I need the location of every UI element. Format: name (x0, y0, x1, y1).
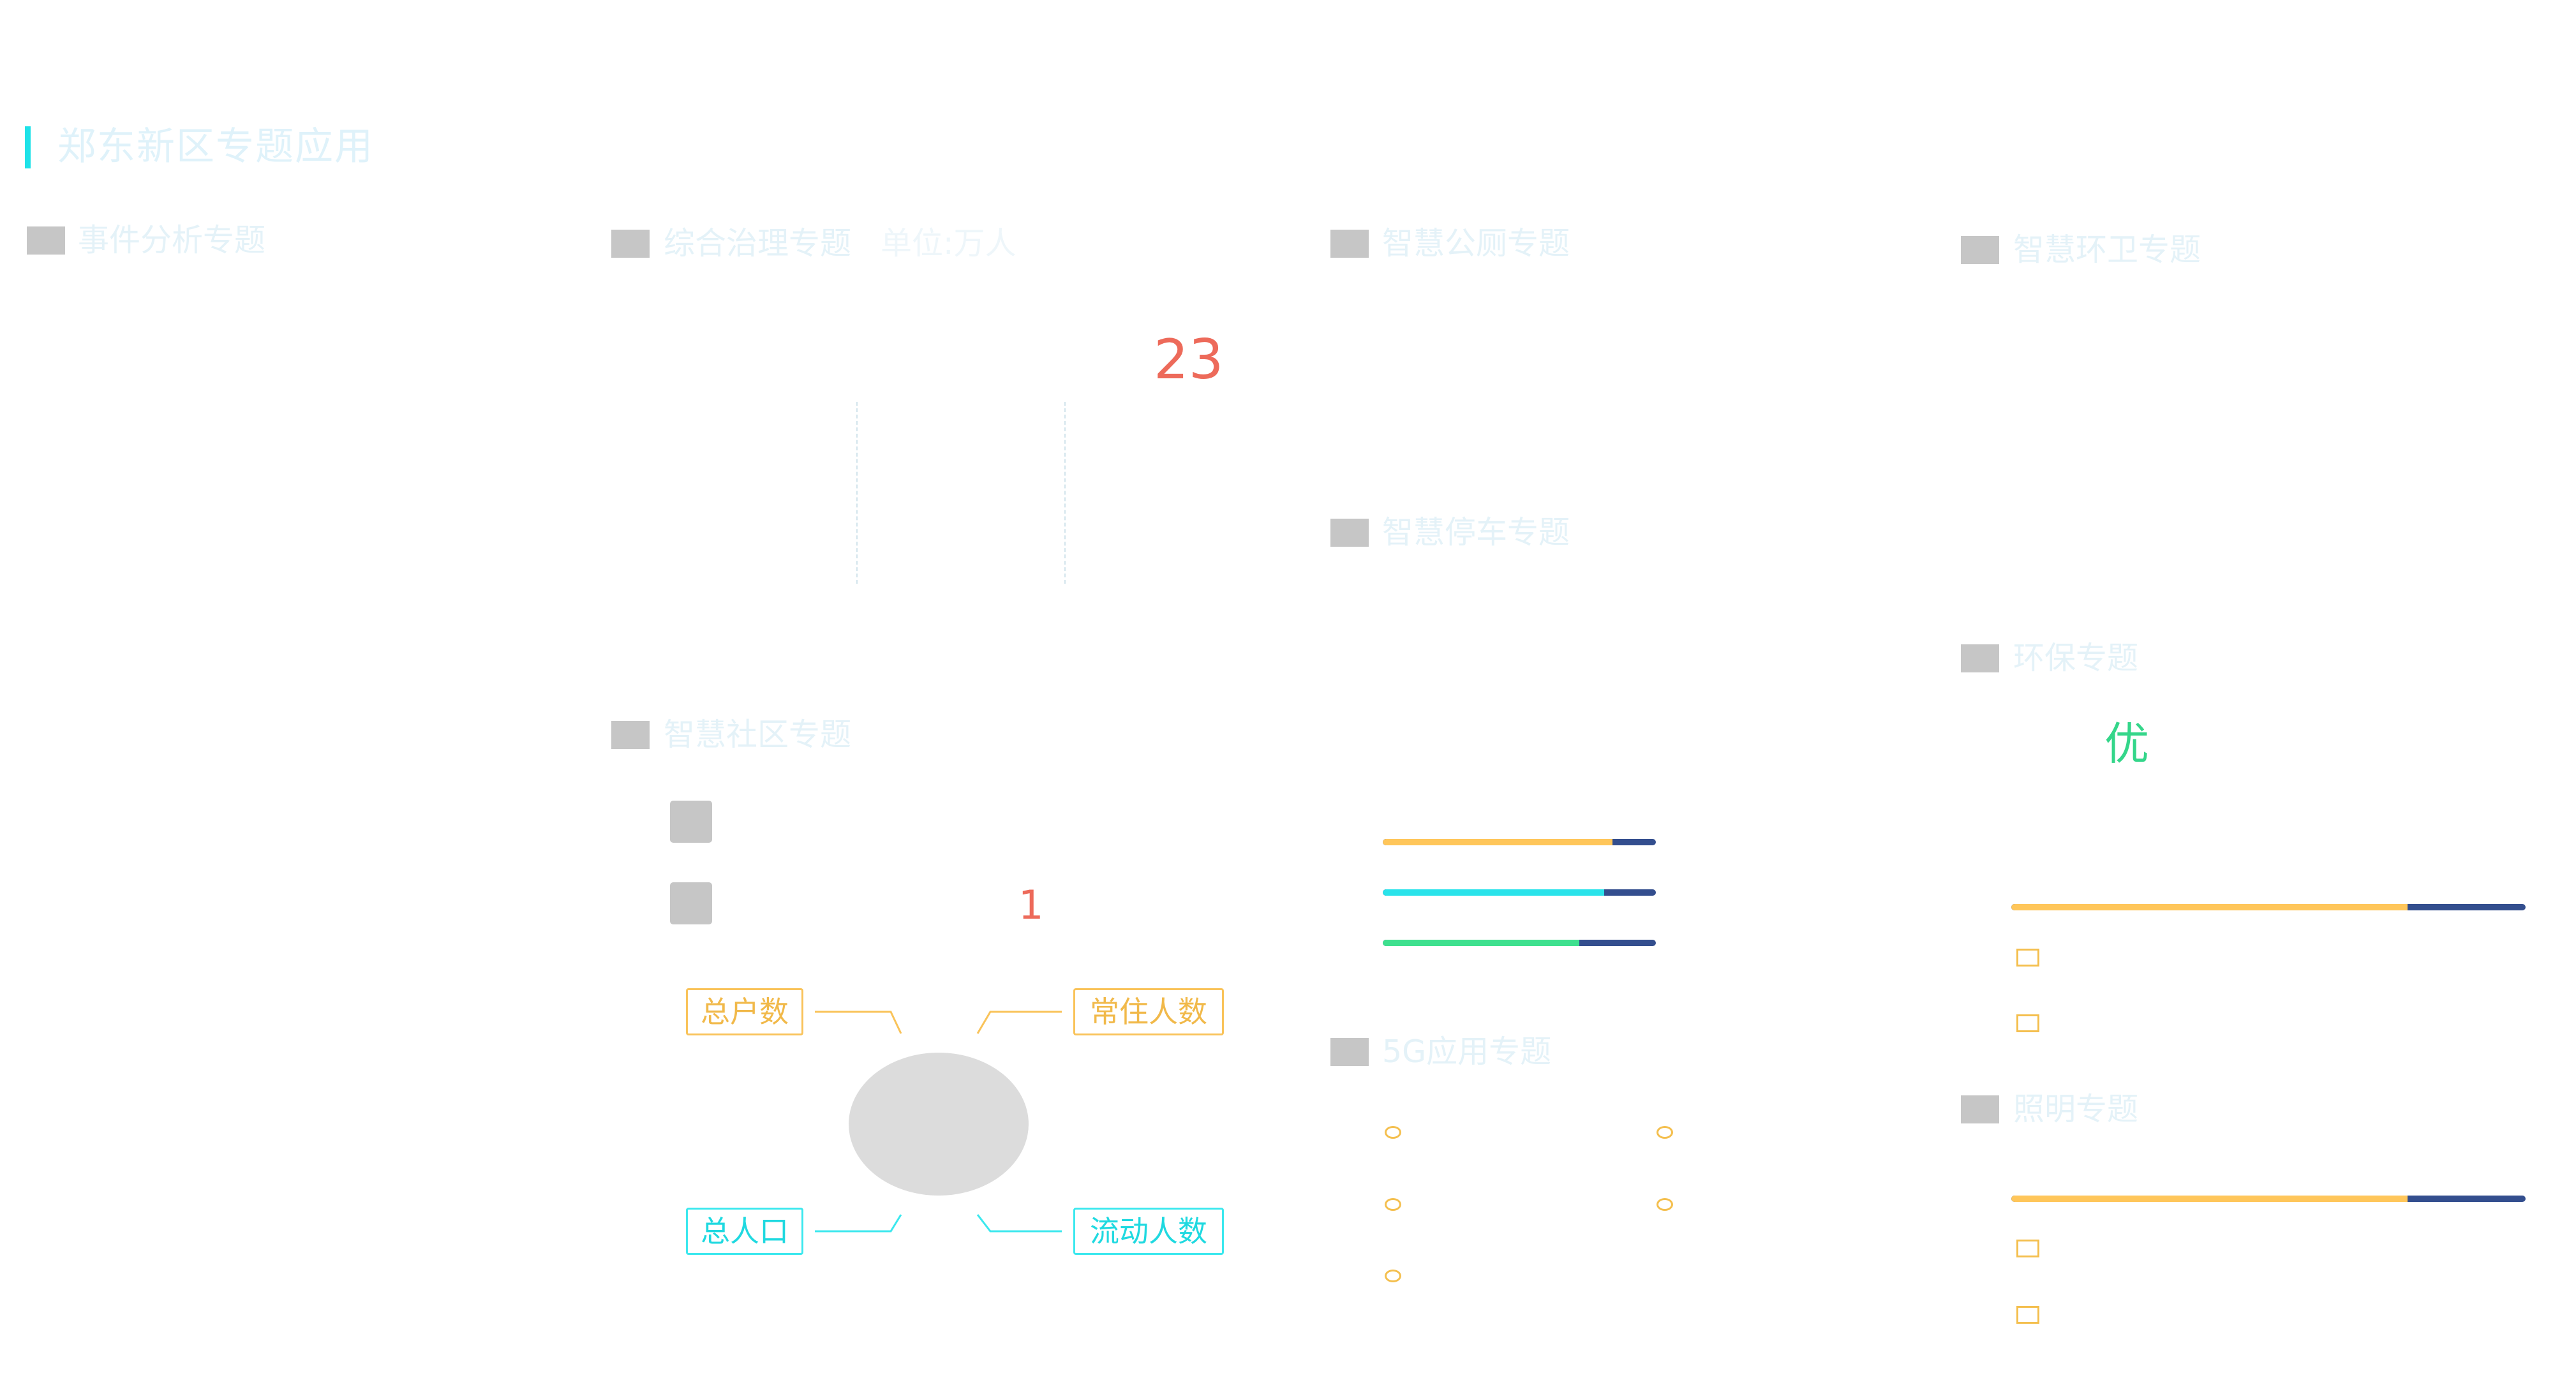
parking-bar-3 (1383, 940, 1656, 946)
event-section-title: 事件分析专题 (78, 222, 266, 258)
governance-divider-1 (856, 402, 858, 584)
governance-unit-label: 单位:万人 (881, 225, 1016, 262)
env-bar (2011, 904, 2526, 910)
sanitation-section-title: 智慧环卫专题 (2013, 232, 2201, 268)
g5-section-icon (1330, 1038, 1369, 1066)
connector-residents (976, 1011, 1062, 1034)
lighting-bar (2011, 1196, 2526, 1202)
connector-population (815, 1214, 902, 1233)
parking-section-icon (1330, 519, 1369, 547)
g5-circle-icon-2 (1657, 1126, 1673, 1139)
page-title-accent (25, 126, 31, 168)
governance-section-icon (611, 230, 650, 258)
sanitation-section-icon (1961, 236, 1999, 264)
lighting-section-title: 照明专题 (2013, 1091, 2139, 1127)
g5-circle-icon-4 (1657, 1198, 1673, 1211)
parking-bar-fill-3 (1383, 940, 1580, 946)
parking-bar-fill-2 (1383, 889, 1604, 896)
community-stat-icon-1 (670, 801, 712, 843)
parking-bar-2 (1383, 889, 1656, 896)
parking-bar-1 (1383, 839, 1656, 845)
governance-divider-2 (1064, 402, 1066, 584)
floating-label: 流动人数 (1073, 1208, 1224, 1255)
toilet-section-title: 智慧公厕专题 (1382, 225, 1570, 262)
governance-section-title: 综合治理专题 (664, 225, 852, 262)
community-section-icon (611, 721, 650, 749)
lighting-section-icon (1961, 1095, 1999, 1123)
env-bar-fill (2011, 904, 2408, 910)
lighting-bar-fill (2011, 1196, 2408, 1202)
page-title: 郑东新区专题应用 (57, 124, 374, 169)
env-grade: 优 (2104, 718, 2149, 770)
parking-bar-fill-1 (1383, 839, 1612, 845)
community-value: 1 (1018, 882, 1044, 928)
parking-section-title: 智慧停车专题 (1382, 514, 1570, 551)
g5-section-title: 5G应用专题 (1382, 1034, 1552, 1070)
g5-circle-icon-1 (1385, 1126, 1401, 1139)
g5-circle-icon-5 (1385, 1270, 1401, 1282)
g5-circle-icon-3 (1385, 1198, 1401, 1211)
lighting-square-icon-2 (2016, 1306, 2039, 1324)
lighting-square-icon-1 (2016, 1240, 2039, 1257)
community-section-title: 智慧社区专题 (664, 716, 852, 753)
population-label: 总人口 (686, 1208, 803, 1255)
env-section-title: 环保专题 (2013, 640, 2139, 676)
env-section-icon (1961, 644, 1999, 672)
event-section-icon (27, 226, 65, 255)
population-center-graphic (849, 1053, 1029, 1196)
community-stat-icon-2 (670, 882, 712, 924)
connector-floating (976, 1214, 1062, 1233)
households-label: 总户数 (686, 988, 803, 1035)
connector-households (815, 1011, 902, 1034)
toilet-section-icon (1330, 230, 1369, 258)
governance-value: 23 (1154, 328, 1224, 392)
env-square-icon-1 (2016, 949, 2039, 967)
residents-label: 常住人数 (1073, 988, 1224, 1035)
env-square-icon-2 (2016, 1014, 2039, 1032)
